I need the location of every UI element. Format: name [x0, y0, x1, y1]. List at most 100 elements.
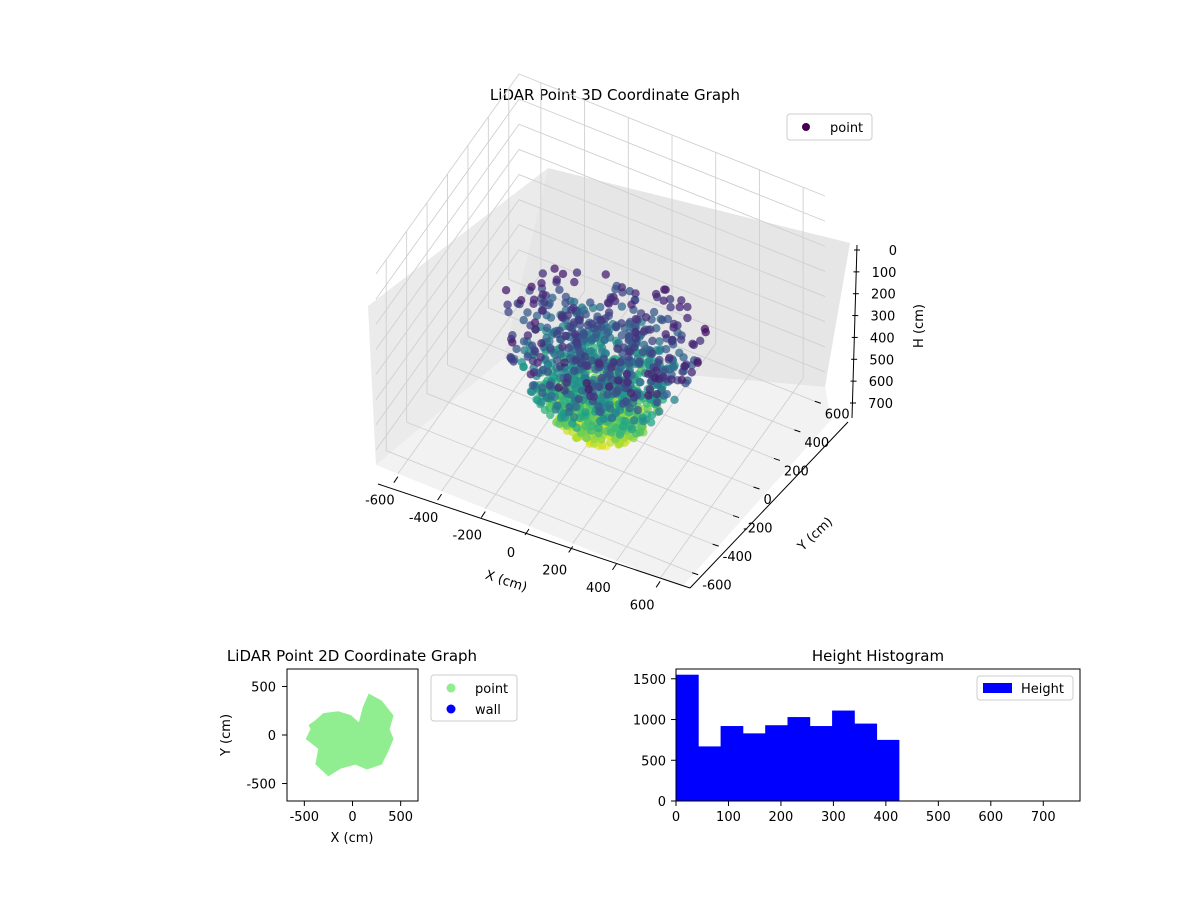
point-3d	[611, 285, 620, 294]
point-3d	[603, 390, 612, 399]
y-tick-label-3d: -600	[702, 579, 732, 594]
point-3d	[503, 300, 512, 309]
point-3d	[696, 336, 705, 345]
point-3d	[558, 269, 568, 279]
grid-floor-x-line	[572, 343, 717, 544]
y-tick-label-3d: 200	[784, 464, 809, 479]
histogram-title: Height Histogram	[812, 647, 944, 665]
point-3d	[552, 356, 562, 365]
x-tick-3d	[568, 546, 574, 553]
point-3d	[644, 369, 653, 379]
point-3d	[680, 361, 690, 371]
point-3d	[623, 377, 632, 387]
x-axis-label-3d: X (cm)	[483, 568, 529, 596]
point-3d	[573, 340, 582, 350]
x-tick-label-3d: -600	[365, 494, 395, 509]
point-3d	[603, 328, 613, 337]
point-3d	[631, 327, 640, 337]
point-3d	[666, 303, 675, 312]
plot-3d-title: LiDAR Point 3D Coordinate Graph	[490, 86, 740, 104]
x-tick-label-2d: 0	[348, 810, 356, 825]
histogram-bar	[765, 725, 788, 801]
point-3d	[633, 405, 642, 415]
point-3d	[596, 302, 605, 312]
point-3d	[639, 416, 648, 426]
point-3d	[517, 296, 526, 305]
point-3d	[611, 389, 621, 398]
point-3d	[561, 292, 571, 302]
histogram-bar	[676, 674, 699, 801]
legend-histogram: Height	[976, 675, 1074, 701]
point-3d	[608, 375, 617, 385]
x-tick-label-2d: -500	[290, 810, 320, 825]
point-3d	[644, 391, 653, 400]
point-3d	[661, 330, 670, 339]
point-3d	[617, 302, 627, 311]
y-tick-label-hist: 1500	[633, 673, 666, 688]
x-axis-line	[377, 483, 691, 589]
point-3d	[648, 336, 657, 346]
point-3d	[652, 366, 661, 375]
point-3d	[590, 435, 599, 444]
histogram-frame	[675, 668, 1081, 802]
point-3d	[532, 311, 542, 320]
point-3d	[561, 331, 570, 341]
ticks-2d: -500 0 500 -500 0 500	[246, 680, 413, 825]
point-3d	[584, 385, 593, 394]
point-3d	[614, 368, 623, 377]
point-3d	[519, 362, 528, 372]
point-3d	[533, 358, 542, 367]
histogram-bar	[787, 717, 811, 801]
point-3d	[676, 335, 686, 344]
histogram-bar	[698, 746, 721, 801]
point-3d	[537, 279, 546, 288]
histogram-bars	[676, 674, 900, 801]
point-3d	[569, 380, 578, 389]
point-3d	[577, 386, 587, 395]
legend-3d-frame	[786, 113, 873, 141]
point-3d	[583, 320, 593, 330]
point-3d	[574, 394, 583, 404]
x-tick-label-3d: -200	[453, 529, 483, 544]
point-3d	[529, 299, 538, 308]
grid-z-line	[375, 98, 826, 300]
point-3d	[666, 295, 675, 304]
point-3d	[617, 283, 627, 292]
point-3d	[625, 403, 634, 413]
point-3d	[668, 336, 677, 346]
z-axis-label-3d: H (cm)	[912, 304, 927, 348]
point-3d	[655, 346, 664, 356]
x-tick-label-hist: 700	[1031, 810, 1056, 825]
point-3d	[605, 404, 615, 413]
point-3d	[651, 289, 661, 299]
point-3d	[565, 322, 575, 332]
y-axis-label-3d: Y (cm)	[794, 515, 836, 555]
y-tick-3d	[692, 572, 699, 576]
point-3d	[627, 425, 637, 434]
point-3d	[527, 282, 536, 291]
y-tick-label-2d: -500	[246, 778, 276, 793]
point-3d	[596, 416, 605, 426]
point-3d	[669, 363, 678, 372]
point-3d	[545, 381, 555, 390]
point-3d	[625, 347, 634, 356]
point-3d	[675, 302, 684, 312]
y-tick-label-2d: 500	[251, 680, 276, 695]
point-cloud-2d	[305, 693, 394, 777]
point-3d	[648, 349, 657, 358]
z-tick-label-3d: 400	[870, 331, 895, 346]
ticks-3d: -600 -400 -200 0 200 400 600 -600 -400 -200 0 200 40…	[365, 244, 897, 613]
legend-3d-point-marker	[802, 123, 810, 131]
point-3d	[660, 285, 669, 294]
point-3d	[683, 302, 692, 312]
point-3d	[555, 285, 564, 294]
x-tick-label-3d: -400	[409, 511, 439, 526]
point-3d	[658, 315, 667, 325]
x-tick-3d	[524, 528, 530, 536]
point-3d	[528, 381, 538, 390]
x-tick-label-3d: 400	[586, 581, 611, 596]
z-tick-label-3d: 300	[870, 310, 895, 325]
y-tick-3d	[732, 515, 740, 519]
point-3d	[693, 358, 702, 367]
point-3d	[624, 359, 634, 368]
